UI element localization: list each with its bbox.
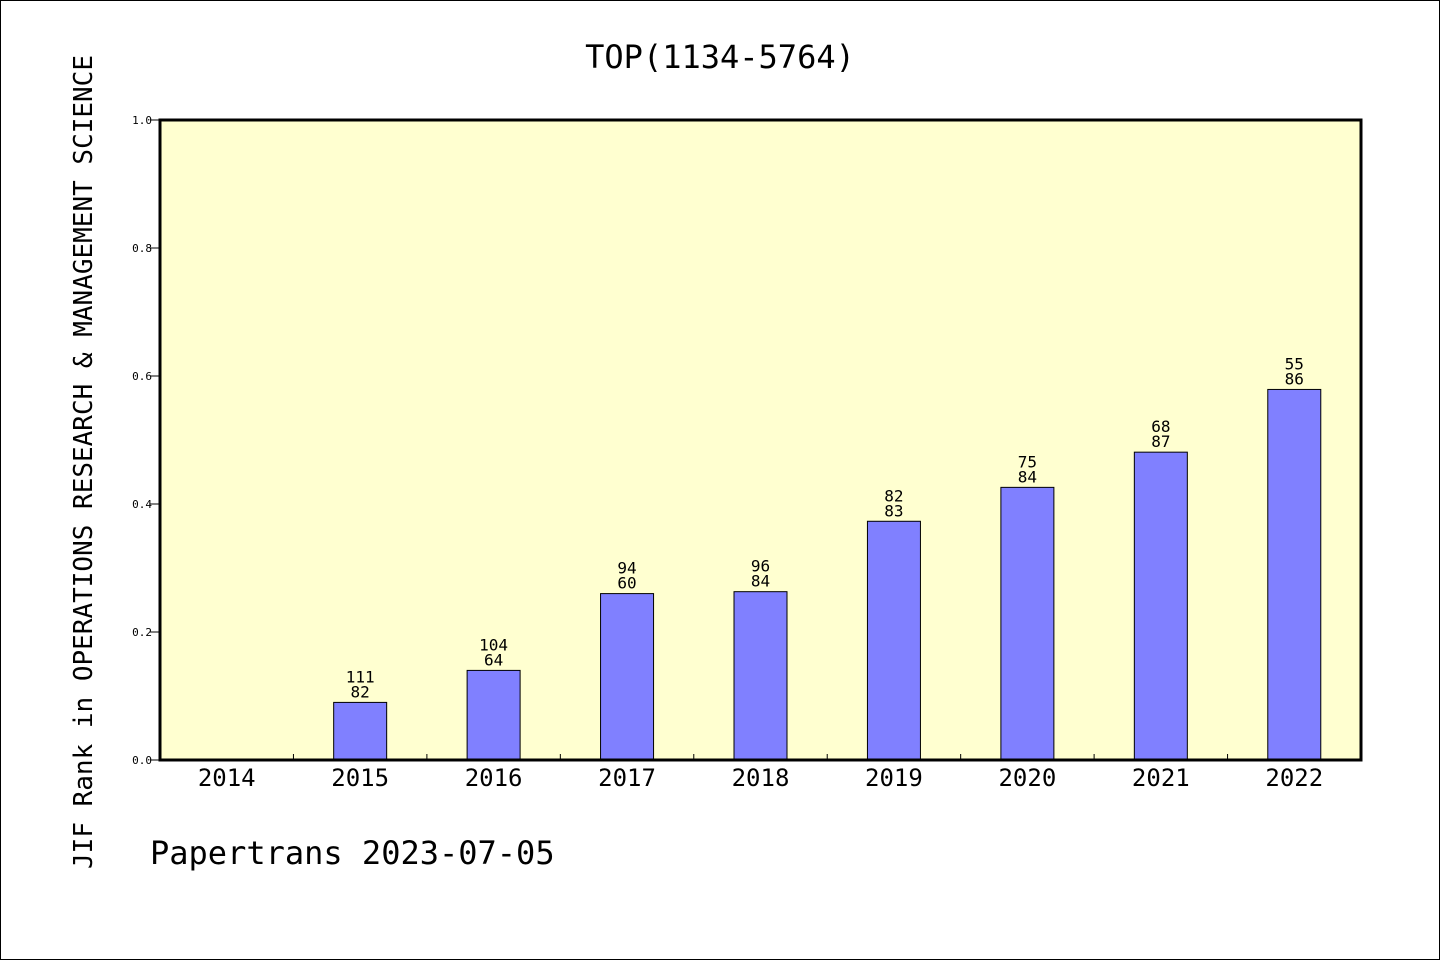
bar-label-top: 111 xyxy=(346,667,375,686)
bar-2020 xyxy=(1000,486,1055,761)
y-tick-label: 0.0 xyxy=(132,754,152,767)
x-axis-ticks: 2014 2015 2016 2017 2018 2019 2020 2021 2022 xyxy=(198,754,1323,792)
x-tick-label: 2014 xyxy=(198,764,256,792)
x-tick-label: 2020 xyxy=(998,764,1056,792)
bar-2021 xyxy=(1133,451,1188,761)
y-tick-label: 0.2 xyxy=(132,626,152,639)
bar-label-bottom: 83 xyxy=(884,501,903,520)
bar-label-top: 55 xyxy=(1285,354,1304,373)
bar-label-top: 96 xyxy=(751,557,770,576)
bar-label-top: 104 xyxy=(479,635,508,654)
bar-2015 xyxy=(333,701,388,761)
bar-2017 xyxy=(600,593,655,761)
bar-label-bottom: 60 xyxy=(617,574,636,593)
y-axis-label: JIF Rank in OPERATIONS RESEARCH & MANAGE… xyxy=(69,55,99,869)
bar-2018 xyxy=(733,591,788,761)
y-tick-label: 0.4 xyxy=(132,498,152,511)
bar-label-bottom: 82 xyxy=(351,682,370,701)
y-axis-ticks: 0.0 0.2 0.4 0.6 0.8 1.0 xyxy=(132,114,160,767)
x-tick-label: 2021 xyxy=(1132,764,1190,792)
bar-2016 xyxy=(466,669,521,761)
chart-title: TOP(1134-5764) xyxy=(585,38,855,76)
x-tick-label: 2019 xyxy=(865,764,923,792)
x-tick-label: 2018 xyxy=(732,764,790,792)
bar-label-bottom: 64 xyxy=(484,650,503,669)
bar-label-top: 82 xyxy=(884,486,903,505)
bar-label-top: 94 xyxy=(617,559,636,578)
bar-label-bottom: 84 xyxy=(751,572,770,591)
bar-label-bottom: 84 xyxy=(1018,467,1037,486)
x-tick-label: 2015 xyxy=(331,764,389,792)
x-tick-label: 2016 xyxy=(465,764,523,792)
y-tick-label: 1.0 xyxy=(132,114,152,127)
bar-label-bottom: 87 xyxy=(1151,432,1170,451)
bars-group xyxy=(333,388,1322,761)
y-tick-label: 0.6 xyxy=(132,370,152,383)
footer-credit: Papertrans 2023-07-05 xyxy=(150,834,555,872)
bar-label-top: 68 xyxy=(1151,417,1170,436)
bar-label-top: 75 xyxy=(1018,452,1037,471)
plot-border xyxy=(158,118,1363,762)
bar-2022 xyxy=(1267,388,1322,761)
x-tick-label: 2017 xyxy=(598,764,656,792)
bar-label-bottom: 86 xyxy=(1285,369,1304,388)
x-tick-label: 2022 xyxy=(1265,764,1323,792)
y-tick-label: 0.8 xyxy=(132,242,152,255)
bar-2019 xyxy=(866,520,921,761)
